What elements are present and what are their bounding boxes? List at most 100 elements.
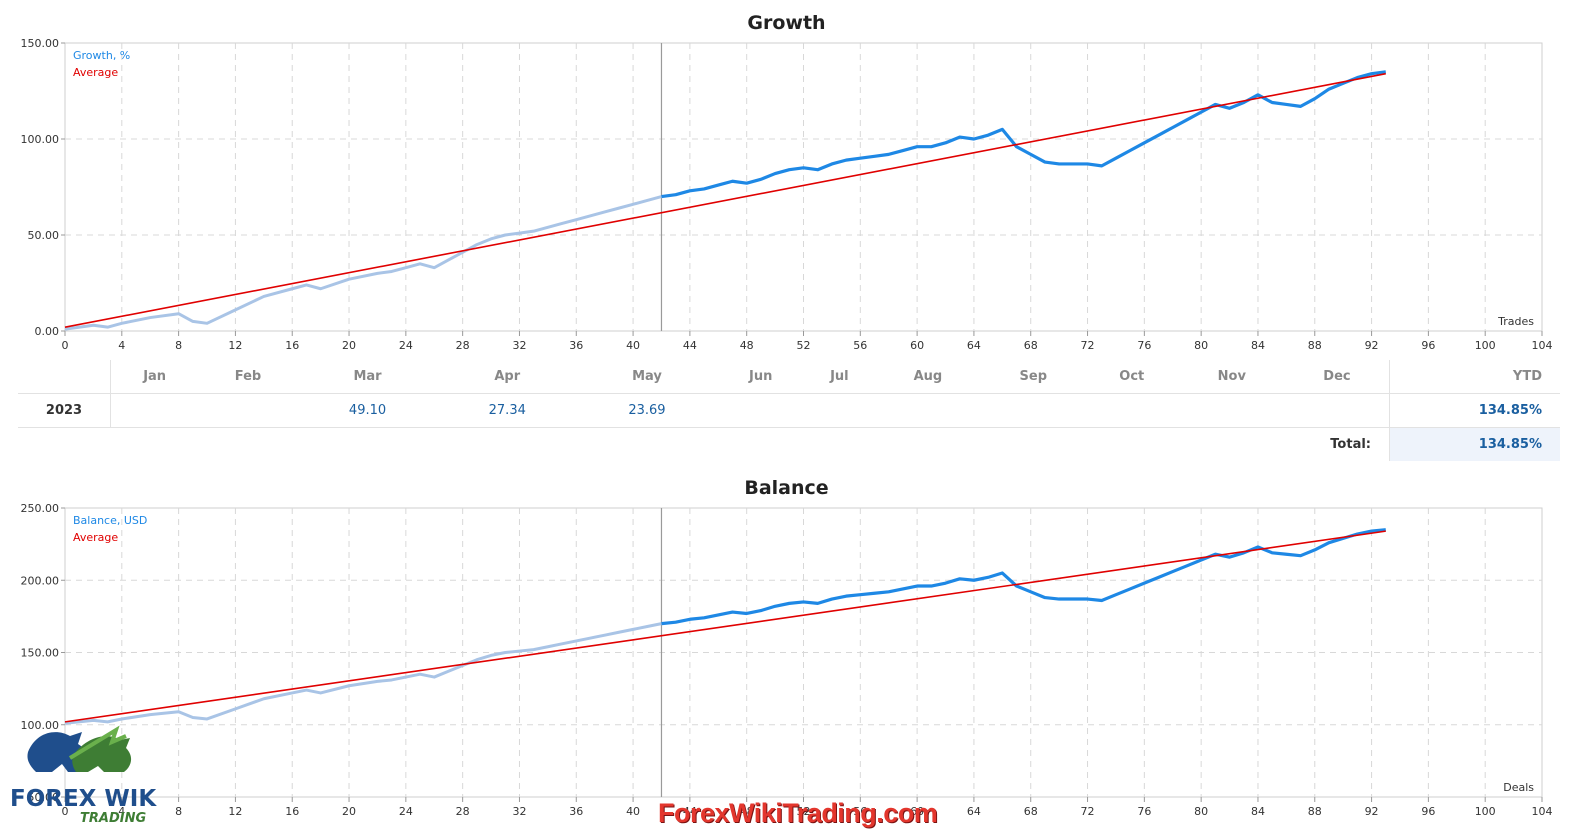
legend-average: Average (73, 531, 118, 544)
x-tick-label: 92 (1365, 339, 1379, 352)
month-header-dec: Dec (1284, 360, 1390, 394)
series-line-history (64, 622, 662, 725)
month-value-apr: 27.34 (437, 393, 578, 428)
month-header-jul: Jul (804, 360, 875, 394)
y-tick-label: 200.00 (21, 574, 60, 587)
x-tick-label: 84 (1251, 805, 1265, 818)
month-header-apr: Apr (437, 360, 578, 394)
series-line (661, 528, 1386, 626)
year-cell: 2023 (18, 393, 111, 428)
balance-chart-title: Balance (744, 477, 829, 499)
x-tick-label: 28 (456, 805, 470, 818)
month-value-may: 23.69 (577, 393, 717, 428)
balance-chart: 0 4 8 12 16 20 24 28 32 36 40 44 48 52 56 60 64 68 72 76 80 8… (21, 502, 1553, 818)
x-tick-label: 0 (62, 339, 69, 352)
x-tick-label: 52 (797, 805, 811, 818)
x-tick-label: 60 (910, 805, 924, 818)
legend-average: Average (73, 66, 118, 79)
x-tick-label: 20 (342, 339, 356, 352)
x-tick-label: 104 (1532, 805, 1553, 818)
growth-chart-title: Growth (747, 12, 826, 34)
y-tick-label: 250.00 (21, 502, 60, 515)
logo-text: FOREX WIKI (10, 786, 158, 812)
x-tick-label: 48 (740, 805, 754, 818)
month-header-mar: Mar (297, 360, 438, 394)
x-tick-label: 24 (399, 805, 413, 818)
x-tick-label: 68 (1024, 339, 1038, 352)
y-tick-label: 50.00 (28, 229, 60, 242)
x-tick-label: 24 (399, 339, 413, 352)
x-tick-label: 64 (967, 339, 981, 352)
x-tick-label: 32 (512, 339, 526, 352)
x-tick-label: 16 (285, 805, 299, 818)
x-tick-label: 64 (967, 805, 981, 818)
x-tick-label: 40 (626, 339, 640, 352)
average-line (64, 530, 1386, 723)
logo-subtext: TRADING (80, 811, 146, 826)
x-tick-label: 96 (1421, 805, 1435, 818)
x-tick-label: 100 (1475, 805, 1496, 818)
x-tick-label: 36 (569, 339, 583, 352)
table-header-row: Jan Feb Mar Apr May Jun Jul Aug Sep Oct … (18, 360, 1560, 394)
y-tick-label: 0.00 (35, 325, 60, 338)
watermark-text: ForexWikiTrading.com (658, 798, 938, 828)
forex-wiki-logo: FOREX WIKI TRADING (10, 725, 158, 826)
x-tick-label: 72 (1081, 339, 1095, 352)
month-value-oct (1084, 393, 1179, 428)
ytd-header: YTD (1389, 360, 1560, 394)
x-tick-label: 12 (228, 339, 242, 352)
month-header-jun: Jun (716, 360, 805, 394)
y-tick-label: 50.00 (28, 791, 60, 804)
series-line (661, 70, 1386, 199)
total-label: Total: (1330, 437, 1371, 452)
legend-series: Growth, % (73, 49, 130, 62)
month-header-jan: Jan (110, 360, 199, 394)
x-tick-label: 8 (175, 805, 182, 818)
x-tick-label: 16 (285, 339, 299, 352)
total-row: Total: 134.85% (18, 427, 1560, 461)
x-tick-label: 104 (1532, 339, 1553, 352)
x-tick-label: 12 (228, 805, 242, 818)
month-value-jul (804, 393, 875, 428)
x-tick-label: 32 (512, 805, 526, 818)
x-tick-label: 40 (626, 805, 640, 818)
x-tick-label: 68 (1024, 805, 1038, 818)
year-header-cell (18, 360, 111, 394)
y-tick-label: 150.00 (21, 647, 60, 660)
x-tick-label: 88 (1308, 339, 1322, 352)
month-value-sep (981, 393, 1085, 428)
month-value-jun (716, 393, 805, 428)
x-tick-label: 52 (797, 339, 811, 352)
x-tick-label: 28 (456, 339, 470, 352)
x-tick-label: 56 (853, 339, 867, 352)
x-tick-label: 44 (683, 805, 697, 818)
x-tick-label: 80 (1194, 805, 1208, 818)
x-tick-label: 60 (910, 339, 924, 352)
x-tick-label: 4 (118, 805, 125, 818)
x-tick-label: 92 (1365, 805, 1379, 818)
total-value: 134.85% (1389, 427, 1560, 461)
x-tick-label: 56 (853, 805, 867, 818)
month-header-sep: Sep (981, 360, 1085, 394)
month-header-nov: Nov (1178, 360, 1285, 394)
month-value-jan (110, 393, 199, 428)
growth-chart: 0 4 8 12 16 20 24 28 32 36 40 44 48 52 56 60 64 68 72 76 80 8… (21, 37, 1553, 352)
ytd-value: 134.85% (1389, 393, 1560, 428)
x-tick-label: 76 (1137, 339, 1151, 352)
x-tick-label: 48 (740, 339, 754, 352)
month-header-oct: Oct (1084, 360, 1179, 394)
x-tick-label: 80 (1194, 339, 1208, 352)
x-tick-label: 84 (1251, 339, 1265, 352)
x-axis-label: Trades (1497, 315, 1534, 328)
x-tick-label: 76 (1137, 805, 1151, 818)
average-line (64, 72, 1386, 328)
x-tick-label: 36 (569, 805, 583, 818)
x-tick-label: 88 (1308, 805, 1322, 818)
series-line-history (64, 195, 662, 331)
month-header-aug: Aug (874, 360, 982, 394)
x-axis-label: Deals (1503, 781, 1534, 794)
month-value-aug (874, 393, 982, 428)
x-tick-label: 44 (683, 339, 697, 352)
month-value-dec (1284, 393, 1390, 428)
x-tick-label: 100 (1475, 339, 1496, 352)
